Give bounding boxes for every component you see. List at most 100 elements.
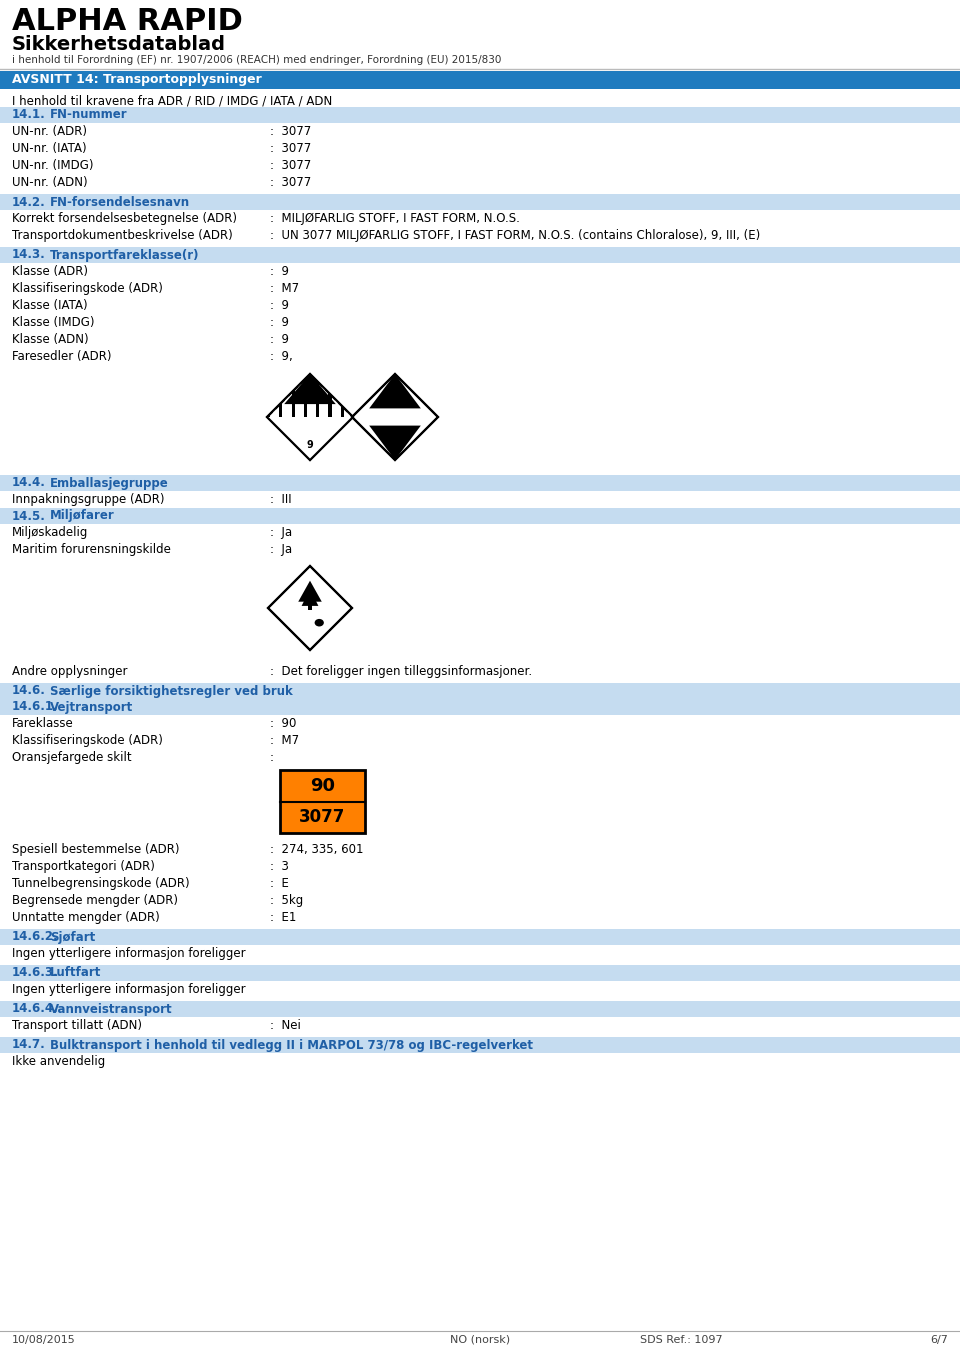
- Bar: [0, 71, 960, 90]
- Text: 14.5.: 14.5.: [12, 509, 46, 522]
- Bar: [347, 375, 350, 460]
- Text: Miljøskadelig: Miljøskadelig: [12, 527, 88, 539]
- Text: Sikkerhetsdatablad: Sikkerhetsdatablad: [12, 35, 226, 54]
- Polygon shape: [352, 375, 438, 460]
- Text: 14.6.4.: 14.6.4.: [12, 1003, 59, 1015]
- Text: Sjøfart: Sjøfart: [50, 931, 95, 943]
- Text: :  E1: : E1: [270, 911, 297, 924]
- Text: Klassifiseringskode (ADR): Klassifiseringskode (ADR): [12, 734, 163, 746]
- Text: :  Det foreligger ingen tilleggsinformasjoner.: : Det foreligger ingen tilleggsinformasj…: [270, 665, 532, 678]
- Bar: [0, 475, 960, 491]
- Bar: [279, 375, 282, 460]
- Text: FN-forsendelsesnavn: FN-forsendelsesnavn: [50, 195, 190, 209]
- Text: 90: 90: [310, 776, 335, 795]
- Text: SDS Ref.: 1097: SDS Ref.: 1097: [640, 1335, 723, 1345]
- Text: Bulktransport i henhold til vedlegg II i MARPOL 73/78 og IBC-regelverket: Bulktransport i henhold til vedlegg II i…: [50, 1038, 533, 1052]
- Text: :  UN 3077 MILJØFARLIG STOFF, I FAST FORM, N.O.S. (contains Chloralose), 9, III,: : UN 3077 MILJØFARLIG STOFF, I FAST FORM…: [270, 229, 760, 242]
- Text: :  274, 335, 601: : 274, 335, 601: [270, 843, 364, 856]
- Text: 14.2.: 14.2.: [12, 195, 46, 209]
- Bar: [292, 375, 295, 460]
- Text: :: :: [270, 750, 274, 764]
- Text: AVSNITT 14: Transportopplysninger: AVSNITT 14: Transportopplysninger: [12, 73, 262, 87]
- Text: NO (norsk): NO (norsk): [450, 1335, 510, 1345]
- Ellipse shape: [315, 619, 324, 627]
- Text: 10/08/2015: 10/08/2015: [12, 1335, 76, 1345]
- Text: Klasse (IATA): Klasse (IATA): [12, 299, 87, 312]
- Text: :  MILJØFARLIG STOFF, I FAST FORM, N.O.S.: : MILJØFARLIG STOFF, I FAST FORM, N.O.S.: [270, 212, 520, 225]
- Text: Vejtransport: Vejtransport: [50, 700, 133, 714]
- Text: Vannveistransport: Vannveistransport: [50, 1003, 173, 1015]
- Text: Oransjefargede skilt: Oransjefargede skilt: [12, 750, 132, 764]
- Text: :  III: : III: [270, 493, 292, 506]
- Text: :  3077: : 3077: [270, 142, 311, 155]
- Text: :  9: : 9: [270, 265, 289, 278]
- Text: :  9: : 9: [270, 316, 289, 328]
- Text: Ingen ytterligere informasjon foreligger: Ingen ytterligere informasjon foreligger: [12, 947, 246, 959]
- Bar: [0, 1001, 960, 1016]
- Text: 14.6.: 14.6.: [12, 684, 46, 697]
- Bar: [0, 508, 960, 524]
- Text: Spesiell bestemmelse (ADR): Spesiell bestemmelse (ADR): [12, 843, 180, 856]
- Polygon shape: [268, 566, 352, 650]
- Text: Innpakningsgruppe (ADR): Innpakningsgruppe (ADR): [12, 493, 164, 506]
- Text: :  9: : 9: [270, 299, 289, 312]
- Text: 14.1.: 14.1.: [12, 109, 46, 122]
- Text: UN-nr. (IMDG): UN-nr. (IMDG): [12, 159, 93, 172]
- Text: Transportfareklasse(r): Transportfareklasse(r): [50, 248, 200, 262]
- Text: Emballasjegruppe: Emballasjegruppe: [50, 476, 169, 490]
- Bar: [285, 375, 289, 460]
- Text: Begrensede mengder (ADR): Begrensede mengder (ADR): [12, 894, 178, 906]
- Polygon shape: [301, 589, 319, 605]
- Text: :  9: : 9: [270, 332, 289, 346]
- Text: Andre opplysninger: Andre opplysninger: [12, 665, 128, 678]
- Text: :  9,: : 9,: [270, 350, 293, 364]
- Text: Transportkategori (ADR): Transportkategori (ADR): [12, 860, 155, 873]
- Bar: [316, 375, 320, 460]
- Polygon shape: [370, 375, 420, 408]
- Text: :  Ja: : Ja: [270, 527, 292, 539]
- Text: 3077: 3077: [300, 809, 346, 826]
- Bar: [267, 375, 270, 460]
- Text: ALPHA RAPID: ALPHA RAPID: [12, 7, 243, 37]
- Text: Luftfart: Luftfart: [50, 966, 102, 980]
- Text: 6/7: 6/7: [930, 1335, 948, 1345]
- Polygon shape: [267, 375, 353, 460]
- Text: Tunnelbegrensingskode (ADR): Tunnelbegrensingskode (ADR): [12, 877, 190, 890]
- Text: Fareklasse: Fareklasse: [12, 716, 74, 730]
- Text: FN-nummer: FN-nummer: [50, 109, 128, 122]
- Bar: [0, 699, 960, 715]
- Bar: [308, 596, 312, 611]
- Text: Korrekt forsendelsesbetegnelse (ADR): Korrekt forsendelsesbetegnelse (ADR): [12, 212, 237, 225]
- Bar: [298, 375, 300, 460]
- Bar: [280, 769, 365, 833]
- Text: :  M7: : M7: [270, 734, 300, 746]
- Text: :  E: : E: [270, 877, 289, 890]
- Text: 14.6.2.: 14.6.2.: [12, 931, 59, 943]
- Bar: [274, 375, 276, 460]
- Polygon shape: [299, 581, 322, 601]
- Text: 9: 9: [306, 440, 313, 451]
- Text: :  M7: : M7: [270, 282, 300, 294]
- Bar: [0, 247, 960, 263]
- Text: :  3077: : 3077: [270, 159, 311, 172]
- Text: UN-nr. (ADR): UN-nr. (ADR): [12, 125, 87, 138]
- Text: :  Ja: : Ja: [270, 543, 292, 556]
- Text: ~: ~: [301, 612, 310, 622]
- Text: 14.6.1.: 14.6.1.: [12, 700, 59, 714]
- Text: 14.4.: 14.4.: [12, 476, 46, 490]
- Text: Klassifiseringskode (ADR): Klassifiseringskode (ADR): [12, 282, 163, 294]
- Text: Klasse (IMDG): Klasse (IMDG): [12, 316, 94, 328]
- Text: :  5kg: : 5kg: [270, 894, 303, 906]
- Text: Miljøfarer: Miljøfarer: [50, 509, 115, 522]
- Bar: [0, 965, 960, 981]
- Bar: [0, 194, 960, 210]
- Text: Faresedler (ADR): Faresedler (ADR): [12, 350, 111, 364]
- Text: Ikke anvendelig: Ikke anvendelig: [12, 1054, 106, 1068]
- Text: Klasse (ADR): Klasse (ADR): [12, 265, 88, 278]
- Bar: [328, 375, 331, 460]
- Text: Transportdokumentbeskrivelse (ADR): Transportdokumentbeskrivelse (ADR): [12, 229, 232, 242]
- Text: :  3077: : 3077: [270, 125, 311, 138]
- Bar: [310, 375, 313, 460]
- Text: 14.3.: 14.3.: [12, 248, 46, 262]
- Bar: [304, 375, 307, 460]
